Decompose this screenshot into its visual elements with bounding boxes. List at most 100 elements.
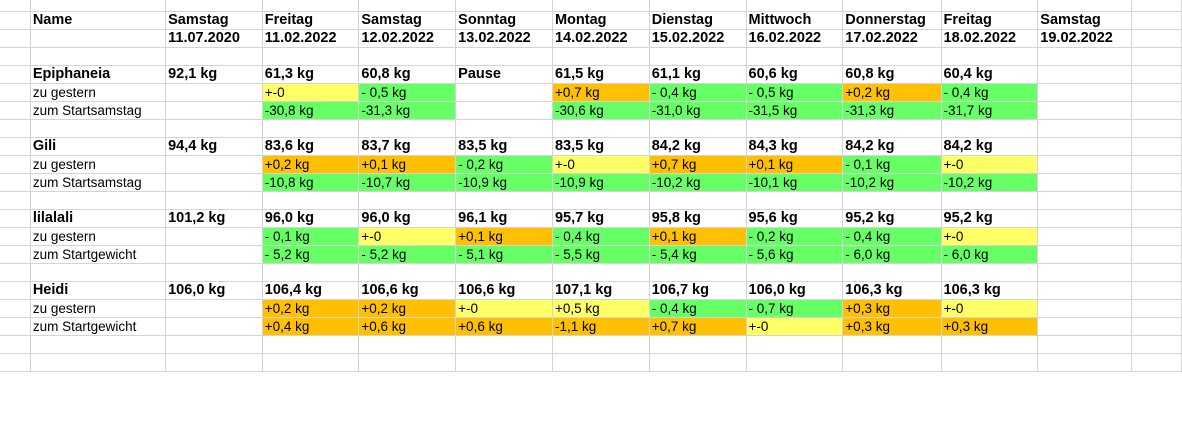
weight-cell[interactable] bbox=[1037, 137, 1132, 156]
change-cell[interactable]: +0,3 kg bbox=[842, 317, 942, 336]
empty-cell[interactable] bbox=[0, 119, 31, 138]
change-cell[interactable]: - 0,4 kg bbox=[552, 227, 650, 246]
start-weight[interactable]: 106,0 kg bbox=[165, 281, 263, 300]
empty-cell[interactable] bbox=[941, 47, 1039, 66]
weight-cell[interactable]: 61,3 kg bbox=[262, 65, 360, 84]
empty-cell[interactable] bbox=[262, 263, 360, 282]
date-header[interactable]: 11.02.2022 bbox=[262, 29, 360, 48]
weight-cell[interactable]: 106,4 kg bbox=[262, 281, 360, 300]
empty-cell[interactable] bbox=[1131, 47, 1182, 66]
change-cell[interactable] bbox=[1037, 317, 1132, 336]
row-label[interactable]: zu gestern bbox=[30, 83, 167, 102]
empty-cell[interactable] bbox=[358, 263, 457, 282]
empty-cell[interactable] bbox=[1037, 263, 1132, 282]
change-cell[interactable]: - 6,0 kg bbox=[842, 245, 942, 264]
empty-cell[interactable] bbox=[0, 191, 31, 210]
empty-cell[interactable] bbox=[0, 263, 31, 282]
empty-cell[interactable] bbox=[649, 0, 747, 12]
change-cell[interactable]: -31,0 kg bbox=[649, 101, 747, 120]
empty-cell[interactable] bbox=[552, 0, 650, 12]
empty-cell[interactable] bbox=[30, 191, 167, 210]
empty-cell[interactable] bbox=[358, 335, 457, 354]
empty-cell[interactable] bbox=[649, 47, 747, 66]
row-label[interactable]: zu gestern bbox=[30, 299, 167, 318]
empty-cell[interactable] bbox=[1131, 65, 1182, 84]
empty-cell[interactable] bbox=[0, 173, 31, 192]
empty-cell[interactable] bbox=[358, 353, 457, 372]
empty-cell[interactable] bbox=[0, 137, 31, 156]
change-cell[interactable]: +0,7 kg bbox=[649, 317, 747, 336]
weight-cell[interactable] bbox=[1037, 209, 1132, 228]
empty-cell[interactable] bbox=[455, 0, 553, 12]
change-cell[interactable]: +0,3 kg bbox=[842, 299, 942, 318]
weight-cell[interactable]: 106,6 kg bbox=[358, 281, 457, 300]
empty-cell[interactable] bbox=[455, 119, 553, 138]
empty-cell[interactable] bbox=[0, 83, 31, 102]
empty-cell[interactable] bbox=[941, 191, 1039, 210]
change-cell[interactable]: -10,2 kg bbox=[941, 173, 1039, 192]
change-cell[interactable]: - 6,0 kg bbox=[941, 245, 1039, 264]
empty-cell[interactable] bbox=[1131, 101, 1182, 120]
weight-cell[interactable]: 84,2 kg bbox=[941, 137, 1039, 156]
change-cell[interactable]: -30,6 kg bbox=[552, 101, 650, 120]
day-header[interactable]: Mittwoch bbox=[746, 11, 844, 30]
empty-cell[interactable] bbox=[358, 47, 457, 66]
empty-cell[interactable] bbox=[552, 47, 650, 66]
weight-cell[interactable]: 107,1 kg bbox=[552, 281, 650, 300]
change-cell[interactable]: +0,2 kg bbox=[262, 155, 360, 174]
empty-cell[interactable] bbox=[30, 29, 167, 48]
change-cell[interactable] bbox=[1037, 245, 1132, 264]
empty-cell[interactable] bbox=[941, 119, 1039, 138]
day-header[interactable]: Donnerstag bbox=[842, 11, 942, 30]
empty-cell[interactable] bbox=[1131, 317, 1182, 336]
weight-cell[interactable]: 106,0 kg bbox=[746, 281, 844, 300]
empty-cell[interactable] bbox=[165, 353, 263, 372]
change-cell[interactable]: -10,1 kg bbox=[746, 173, 844, 192]
date-header[interactable]: 11.07.2020 bbox=[165, 29, 263, 48]
change-cell[interactable]: -1,1 kg bbox=[552, 317, 650, 336]
empty-cell[interactable] bbox=[649, 335, 747, 354]
person-name[interactable]: Epiphaneia bbox=[30, 65, 167, 84]
weight-cell[interactable]: 84,2 kg bbox=[842, 137, 942, 156]
start-weight[interactable]: 92,1 kg bbox=[165, 65, 263, 84]
empty-cell[interactable] bbox=[1037, 47, 1132, 66]
empty-cell[interactable] bbox=[842, 119, 942, 138]
row-label[interactable]: zum Startsamstag bbox=[30, 173, 167, 192]
empty-cell[interactable] bbox=[1131, 227, 1182, 246]
empty-cell[interactable] bbox=[30, 0, 167, 12]
empty-cell[interactable] bbox=[649, 353, 747, 372]
empty-cell[interactable] bbox=[941, 263, 1039, 282]
date-header[interactable]: 12.02.2022 bbox=[358, 29, 457, 48]
empty-cell[interactable] bbox=[842, 263, 942, 282]
empty-cell[interactable] bbox=[1037, 335, 1132, 354]
empty-cell[interactable] bbox=[0, 281, 31, 300]
weight-cell[interactable]: 83,5 kg bbox=[455, 137, 553, 156]
day-header[interactable]: Dienstag bbox=[649, 11, 747, 30]
empty-cell[interactable] bbox=[165, 101, 263, 120]
change-cell[interactable]: -10,2 kg bbox=[649, 173, 747, 192]
change-cell[interactable]: - 0,1 kg bbox=[262, 227, 360, 246]
empty-cell[interactable] bbox=[649, 191, 747, 210]
weight-cell[interactable]: 83,5 kg bbox=[552, 137, 650, 156]
empty-cell[interactable] bbox=[165, 245, 263, 264]
empty-cell[interactable] bbox=[30, 263, 167, 282]
change-cell[interactable] bbox=[455, 83, 553, 102]
weight-cell[interactable]: 61,5 kg bbox=[552, 65, 650, 84]
empty-cell[interactable] bbox=[0, 0, 31, 12]
empty-cell[interactable] bbox=[746, 191, 844, 210]
change-cell[interactable]: -10,9 kg bbox=[455, 173, 553, 192]
empty-cell[interactable] bbox=[262, 47, 360, 66]
empty-cell[interactable] bbox=[30, 335, 167, 354]
empty-cell[interactable] bbox=[165, 119, 263, 138]
row-label[interactable]: zum Startgewicht bbox=[30, 317, 167, 336]
empty-cell[interactable] bbox=[552, 263, 650, 282]
empty-cell[interactable] bbox=[262, 353, 360, 372]
change-cell[interactable]: - 0,5 kg bbox=[746, 83, 844, 102]
empty-cell[interactable] bbox=[455, 191, 553, 210]
empty-cell[interactable] bbox=[746, 353, 844, 372]
change-cell[interactable]: +-0 bbox=[941, 227, 1039, 246]
change-cell[interactable]: +0,4 kg bbox=[262, 317, 360, 336]
weight-cell[interactable]: 106,6 kg bbox=[455, 281, 553, 300]
empty-cell[interactable] bbox=[262, 0, 360, 12]
weight-cell[interactable] bbox=[1037, 281, 1132, 300]
